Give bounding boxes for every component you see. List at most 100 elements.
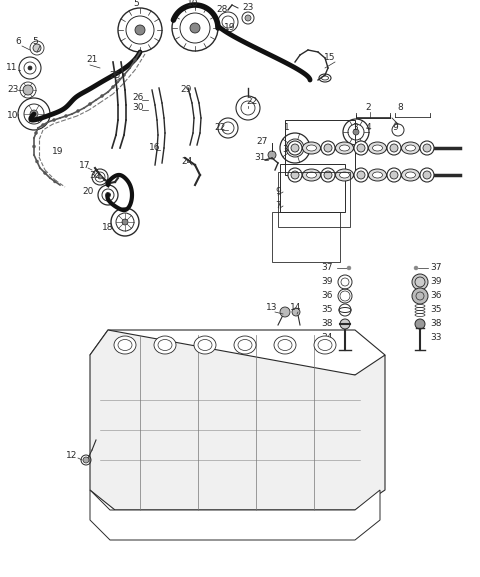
Bar [280,164,345,212]
Text: 5: 5 [133,0,139,8]
Circle shape [324,171,332,179]
Text: 21: 21 [86,55,98,65]
Bar [272,212,340,262]
Text: 14: 14 [290,304,302,313]
Text: 6: 6 [15,38,21,47]
Text: 2: 2 [365,103,371,113]
Circle shape [111,85,115,88]
Text: 4: 4 [292,145,298,155]
Ellipse shape [369,142,386,154]
Circle shape [321,168,335,182]
Circle shape [41,123,45,126]
Circle shape [76,110,80,113]
Circle shape [133,58,136,62]
Text: 5: 5 [32,38,38,47]
Ellipse shape [336,169,353,181]
Circle shape [280,307,290,317]
Circle shape [245,15,251,21]
Circle shape [44,171,47,174]
Text: 12: 12 [66,451,78,459]
Text: 23: 23 [242,3,254,13]
Circle shape [390,171,398,179]
Text: 35: 35 [321,305,333,314]
Bar [278,172,350,227]
Text: 23: 23 [7,85,19,95]
Circle shape [387,141,401,155]
Circle shape [423,171,431,179]
Text: 8: 8 [397,103,403,113]
Circle shape [122,73,125,77]
Bar [285,120,355,175]
Ellipse shape [336,142,353,154]
Text: 20: 20 [82,188,94,197]
Text: 30: 30 [132,103,144,113]
Text: 3: 3 [282,145,288,155]
Text: 25: 25 [109,70,120,80]
Text: 35: 35 [430,305,442,314]
Circle shape [98,175,102,179]
Circle shape [53,180,57,183]
Circle shape [321,141,335,155]
Ellipse shape [406,172,416,178]
Ellipse shape [154,336,176,354]
Circle shape [23,85,33,95]
Ellipse shape [234,336,256,354]
Text: 10: 10 [187,0,199,8]
Circle shape [415,319,425,329]
Ellipse shape [401,142,420,154]
Text: 9: 9 [392,123,398,133]
Circle shape [340,319,350,329]
Ellipse shape [369,169,386,181]
Text: 36: 36 [430,291,442,301]
Circle shape [106,193,110,197]
Circle shape [33,44,41,52]
Text: 32: 32 [89,170,101,179]
Polygon shape [90,490,380,540]
Text: 27: 27 [256,137,268,147]
Text: 24: 24 [181,158,192,167]
Text: 33: 33 [430,334,442,343]
Text: 38: 38 [430,320,442,328]
Text: 18: 18 [102,223,114,233]
Circle shape [292,145,298,151]
Circle shape [354,141,368,155]
Circle shape [36,160,38,163]
Circle shape [357,144,365,152]
Text: 3: 3 [352,123,358,133]
Circle shape [420,141,434,155]
Circle shape [347,266,351,270]
Circle shape [353,129,359,135]
Ellipse shape [339,145,349,151]
Text: 29: 29 [180,85,192,95]
Circle shape [354,168,368,182]
Ellipse shape [372,172,383,178]
Circle shape [30,110,38,118]
Text: 17: 17 [79,160,91,170]
Text: 38: 38 [321,320,333,328]
Circle shape [122,219,128,225]
Circle shape [387,168,401,182]
Text: 26: 26 [132,92,144,102]
Text: 7: 7 [275,200,281,209]
Circle shape [390,144,398,152]
Circle shape [414,266,418,270]
Ellipse shape [307,145,316,151]
Text: 1: 1 [284,123,290,133]
Text: 13: 13 [266,304,278,313]
Text: 28: 28 [216,6,228,14]
Ellipse shape [302,169,321,181]
Circle shape [135,25,145,35]
Circle shape [100,95,104,98]
Circle shape [28,66,32,70]
Circle shape [423,144,431,152]
Circle shape [83,457,89,463]
Circle shape [420,168,434,182]
Ellipse shape [401,169,420,181]
Ellipse shape [406,145,416,151]
Text: 11: 11 [6,63,18,73]
Circle shape [357,171,365,179]
Ellipse shape [274,336,296,354]
Circle shape [88,103,92,106]
Ellipse shape [372,145,383,151]
Text: 31: 31 [254,152,266,162]
